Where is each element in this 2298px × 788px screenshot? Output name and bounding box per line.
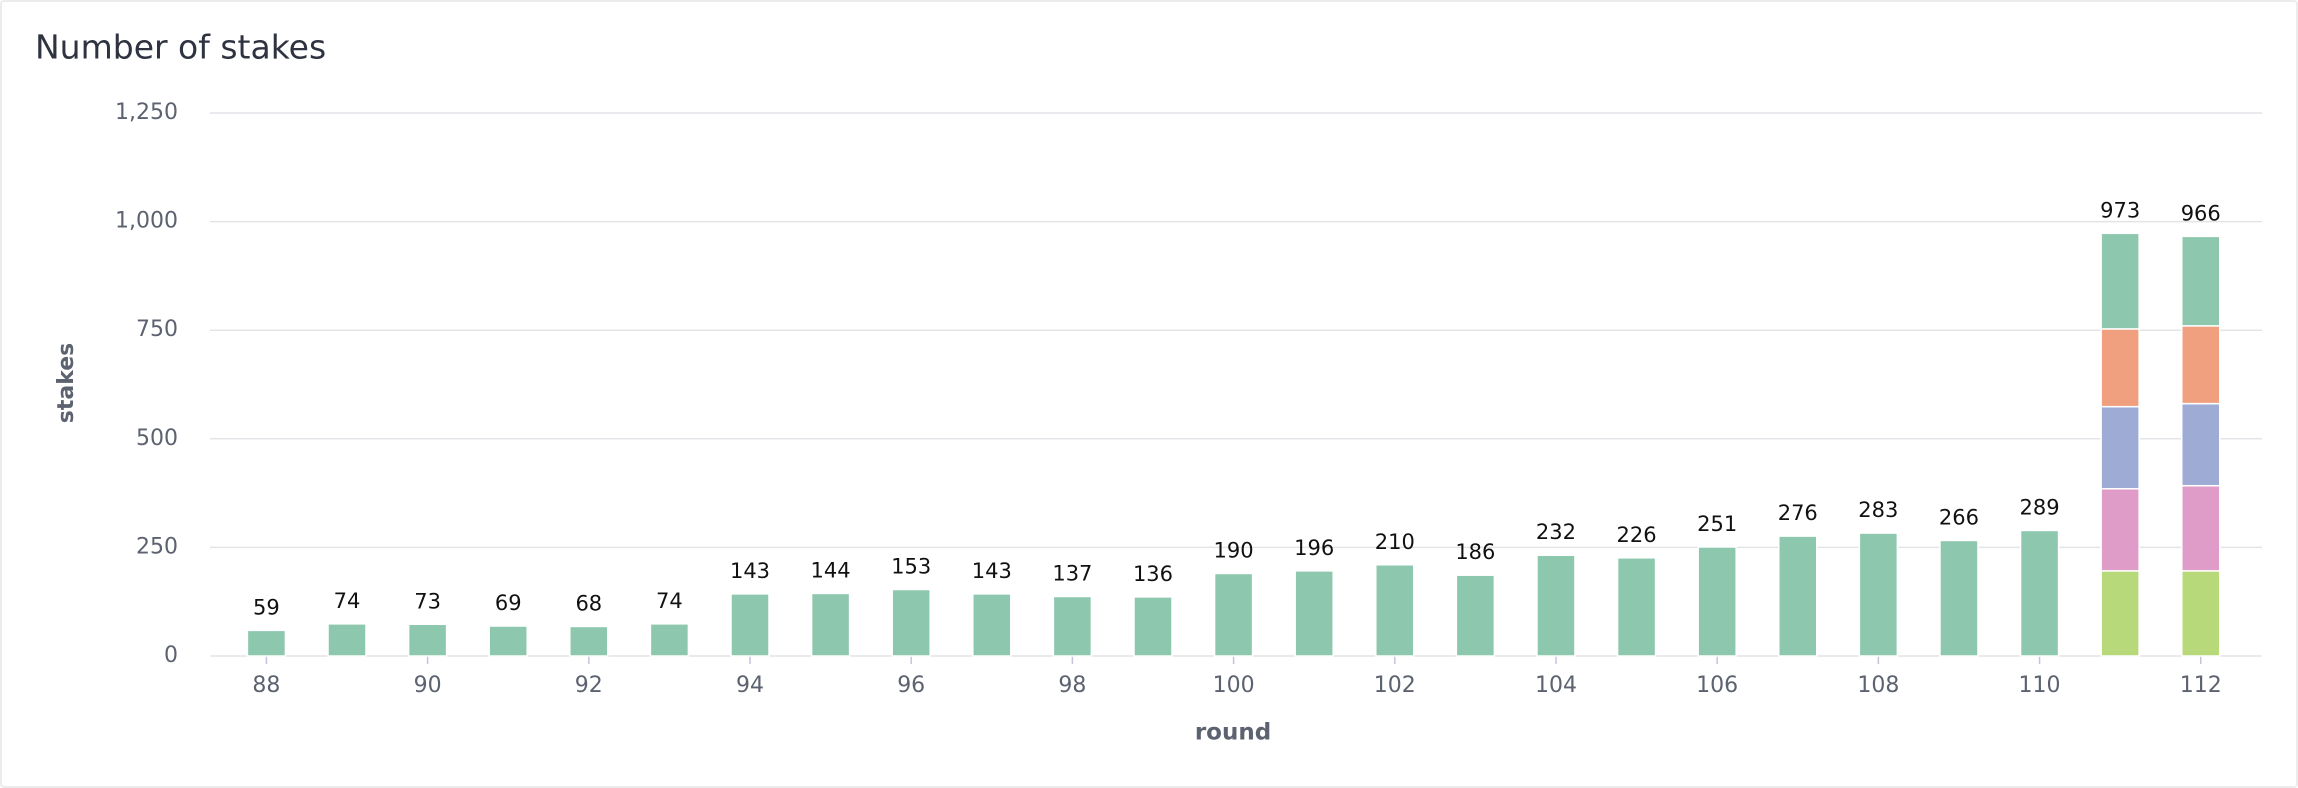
x-tick-label: 92 [575, 673, 603, 698]
data-label: 73 [414, 589, 441, 613]
bar-segment [246, 629, 287, 657]
x-tick-label: 90 [414, 673, 442, 698]
x-tick-label: 106 [1696, 673, 1738, 698]
x-tick-label: 94 [736, 673, 764, 698]
data-label: 232 [1536, 520, 1576, 544]
data-label: 74 [656, 589, 683, 613]
chart-title: Number of stakes [35, 28, 326, 67]
bar-segment [407, 623, 448, 657]
bar-segment [1375, 564, 1415, 657]
data-label: 210 [1375, 530, 1415, 554]
bar-segment [2019, 529, 2060, 657]
data-label: 136 [1133, 562, 1173, 586]
bar-segment [2180, 570, 2221, 657]
bar-segment [1697, 546, 1737, 657]
bar-segment [488, 625, 528, 657]
data-label: 276 [1778, 501, 1818, 525]
data-label: 186 [1455, 540, 1495, 564]
data-label: 266 [1939, 505, 1979, 529]
bar-segment [649, 623, 690, 657]
bar-segment [2100, 232, 2140, 330]
bar-segment [1052, 595, 1093, 657]
y-tick-label: 500 [136, 426, 178, 451]
bar-segment [1939, 539, 1979, 657]
y-tick-label: 250 [136, 534, 178, 559]
data-label: 143 [730, 559, 770, 583]
y-tick-label: 1,000 [115, 209, 178, 234]
data-label: 153 [891, 555, 931, 579]
bar-segment [2100, 405, 2140, 490]
x-tick-label: 104 [1535, 673, 1577, 698]
bar-segment [1616, 557, 1657, 657]
x-tick-label: 100 [1213, 673, 1255, 698]
bar-segment [1858, 532, 1899, 657]
y-tick-label: 0 [164, 643, 178, 668]
data-label: 74 [334, 589, 361, 613]
bar-segment [2100, 328, 2140, 408]
bar-segment [2180, 235, 2221, 327]
y-tick-label: 1,250 [115, 100, 178, 125]
data-label: 144 [811, 558, 851, 582]
bar-segment [1133, 596, 1173, 657]
x-tick-label: 110 [2019, 673, 2061, 698]
bar-segment [2100, 488, 2140, 572]
data-label: 137 [1052, 561, 1092, 585]
data-label: 69 [495, 591, 522, 615]
bar-segment [972, 593, 1012, 657]
bar-segment [2180, 402, 2221, 487]
bar-segment [1536, 554, 1576, 657]
x-tick-label: 108 [1857, 673, 1899, 698]
x-axis-label: round [1195, 720, 1271, 746]
x-tick-label: 88 [252, 673, 280, 698]
data-label: 251 [1697, 512, 1737, 536]
bar-segment [891, 588, 931, 657]
data-label: 196 [1294, 536, 1334, 560]
y-tick-label: 750 [136, 317, 178, 342]
y-axis-label: stakes [54, 343, 79, 424]
x-tick-label: 112 [2180, 673, 2222, 698]
bar-segment [569, 625, 609, 657]
x-tick-label: 96 [897, 673, 925, 698]
bar-segment [2180, 325, 2221, 405]
bar-segment [327, 623, 367, 657]
data-label: 143 [972, 559, 1012, 583]
data-label: 283 [1858, 498, 1898, 522]
bar-segment [810, 592, 851, 657]
data-label: 973 [2100, 198, 2140, 222]
data-label: 289 [2020, 495, 2060, 519]
bar-segment [730, 593, 770, 657]
bar-segment [1455, 574, 1496, 657]
data-label: 226 [1617, 523, 1657, 547]
data-label: 59 [253, 595, 280, 619]
bar-segment [1294, 570, 1334, 657]
bar-segment [1778, 535, 1818, 657]
x-tick-label: 102 [1374, 673, 1416, 698]
bar-segment [1213, 572, 1254, 657]
data-label: 190 [1214, 538, 1254, 562]
bar-segment [2180, 484, 2221, 572]
x-tick-label: 98 [1058, 673, 1086, 698]
bar-segment [2100, 570, 2140, 657]
data-label: 966 [2181, 201, 2221, 225]
data-label: 68 [575, 591, 602, 615]
